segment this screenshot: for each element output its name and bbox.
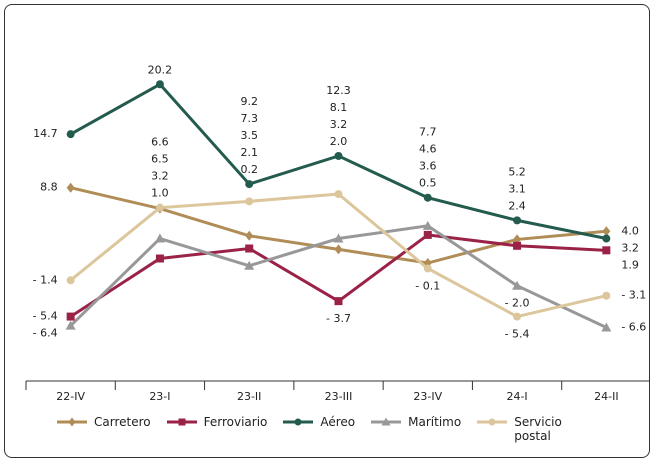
marker [66,276,75,285]
data-label: - 2.0 [505,297,530,310]
marker [513,216,522,225]
chart-card: 22-IV 23-I 23-II 23-III 23-IV 24-I 24-II 14.7 8.… [4,4,650,458]
data-label: 3.2 [151,170,169,183]
marker [66,182,75,193]
data-label: 1.0 [151,187,169,200]
legend-label: Ferroviario [203,415,268,429]
data-label: - 5.4 [505,328,530,341]
marker [513,312,522,321]
legend-label: Carretero [94,415,151,429]
data-label: 20.2 [148,63,173,76]
legend-swatch [57,417,87,427]
marker [422,220,433,230]
legend-swatch [371,417,402,426]
data-label: 0.5 [419,177,437,190]
data-label: 0.2 [240,163,258,176]
marker [423,193,432,202]
marker [155,203,164,212]
data-label: 2.1 [240,146,258,159]
chart: 22-IV 23-I 23-II 23-III 23-IV 24-I 24-II 14.7 8.… [25,63,649,403]
marker [334,190,343,199]
data-label: - 0.1 [415,279,440,292]
marker [155,80,164,89]
data-label: 3.2 [621,241,639,254]
marker [488,418,496,426]
legend-swatch [166,418,197,426]
marker [602,291,611,300]
data-label: 6.5 [151,153,169,166]
marker [334,297,343,306]
data-label: 3.2 [330,118,348,131]
marker [68,417,76,427]
legend-label: Marítimo [408,415,462,429]
x-tick-label: 24-II [594,390,618,403]
marker [334,151,343,160]
x-tick-label: 24-I [506,390,527,403]
data-label: - 5.4 [33,310,58,323]
marker [244,260,255,270]
legend-label: Servicio postal [514,415,562,443]
legend-swatch [283,418,314,426]
x-tick-label: 23-I [149,390,170,403]
data-label: 9.2 [240,95,258,108]
legend-item: Marítimo [369,415,461,429]
marker [333,233,344,243]
marker [245,244,254,253]
marker [294,418,302,426]
data-label: 2.0 [330,135,348,148]
x-tick-label: 23-III [325,390,353,403]
marker [334,244,343,255]
data-label: - 6.4 [33,327,58,340]
marker [154,233,165,243]
marker [602,234,611,243]
marker [423,264,432,273]
marker [602,226,611,237]
data-label: 4.6 [419,143,437,156]
x-tick-label: 22-IV [56,390,85,403]
legend-item: Servicio postal [475,415,574,443]
data-label: 12.3 [326,84,351,97]
legend-item: Ferroviario [165,415,268,429]
marker [155,254,164,263]
data-label: - 3.1 [621,289,646,302]
data-label: 2.4 [508,199,526,212]
legend-item: Aéreo [281,415,355,429]
data-label: 6.6 [151,136,169,149]
legend-label: Aéreo [320,415,356,429]
data-label: 7.3 [240,112,258,125]
data-label: 1.9 [621,258,639,271]
marker [65,320,76,330]
marker [245,180,254,189]
marker [423,230,432,239]
marker [66,312,75,321]
legend-item: Carretero [55,415,151,429]
data-label: 8.1 [330,101,348,114]
marker [245,197,254,206]
marker [602,246,611,255]
data-label: 4.0 [621,224,639,237]
marker [601,322,612,332]
data-label: - 1.4 [33,273,58,286]
marker [512,280,523,290]
data-label: - 6.6 [621,320,646,333]
data-label: 3.5 [240,129,258,142]
marker [245,230,254,241]
data-label: 3.1 [508,182,526,195]
marker [178,418,186,426]
data-label: 3.6 [419,160,437,173]
data-label: 14.7 [33,127,58,140]
legend-swatch [477,418,508,426]
marker [381,417,391,426]
data-label: 7.7 [419,126,437,139]
legend: Carretero Ferroviario Aéreo Marítimo Servici… [55,415,574,443]
data-label: 8.8 [40,181,58,194]
marker [513,241,522,250]
data-label: 5.2 [508,165,526,178]
data-label: - 3.7 [326,312,351,325]
x-tick-label: 23-II [237,390,261,403]
marker [66,130,75,139]
x-tick-label: 23-IV [413,390,442,403]
